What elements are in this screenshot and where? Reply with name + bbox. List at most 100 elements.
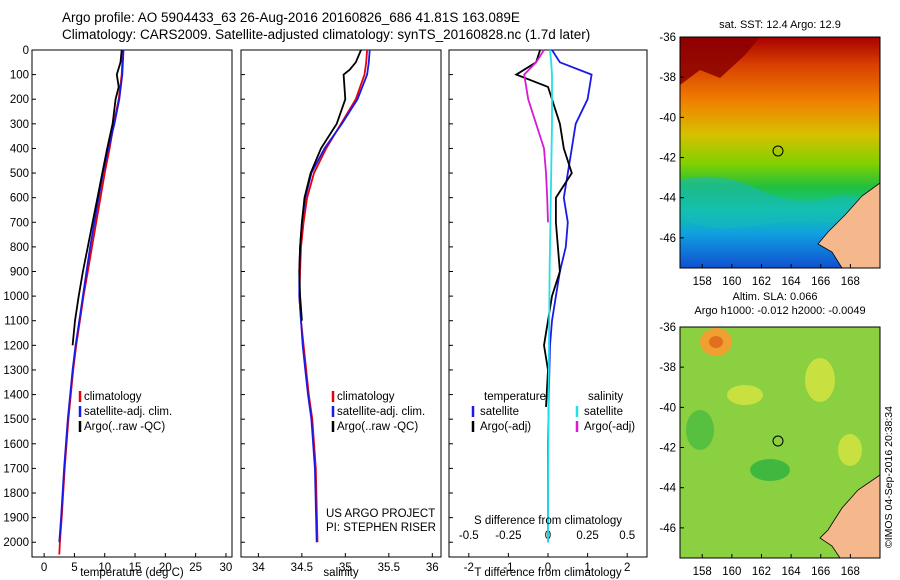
x-tick-label: 35 <box>339 562 352 574</box>
depth-tick-label: 1700 <box>3 463 29 475</box>
chart-title-line2: Climatology: CARS2009. Satellite-adjuste… <box>62 27 591 42</box>
sla-blob-3 <box>750 459 790 481</box>
series-line-argo-adj- <box>514 49 573 407</box>
legend-entry: Argo(..raw -QC) <box>337 421 418 433</box>
x-tick-label: 34.5 <box>291 562 313 574</box>
temperature-panel: 0 5 10 15 20 25 30 temperature (deg C) climatolo… <box>41 49 233 579</box>
x-tick-label: 5 <box>71 562 77 574</box>
legend-entry: climatology <box>337 391 395 403</box>
sla-map-frame <box>679 326 881 559</box>
argo-location-marker-sst <box>772 145 784 157</box>
depth-tick-label: 1500 <box>3 414 29 426</box>
map-y-tick-label: -40 <box>659 112 676 124</box>
depth-tick-label: 1000 <box>3 291 29 303</box>
x-tick-label: 30 <box>220 562 233 574</box>
map-x-tick-label: 160 <box>722 566 741 578</box>
salinity-panel: 34 34.5 35 35.5 36 salinity climatology satelli… <box>252 49 439 579</box>
depth-tick-label: 300 <box>10 119 29 131</box>
sst-map-title: sat. SST: 12.4 Argo: 12.9 <box>719 19 841 31</box>
map-y-tick-label: -40 <box>659 402 676 414</box>
map-x-tick-label: 158 <box>693 276 712 288</box>
top-x-tick-label: -0.5 <box>459 530 479 542</box>
legend-entry: satellite <box>584 406 623 418</box>
x-axis-label: temperature (deg C) <box>80 567 184 579</box>
x-tick-label: 36 <box>426 562 439 574</box>
cool-band <box>680 176 880 230</box>
chart-title-line1: Argo profile: AO 5904433_63 26-Aug-2016 … <box>62 10 520 25</box>
x-tick-label: 10 <box>98 562 111 574</box>
x-tick-label: 0 <box>545 562 551 574</box>
x-tick-label: 0 <box>41 562 47 574</box>
legend-entry: Argo(..raw -QC) <box>84 421 165 433</box>
legend-heading: salinity <box>588 391 623 403</box>
legend-entry: climatology <box>84 391 142 403</box>
map-x-tick-label: 166 <box>811 566 830 578</box>
sla-map-axes: 158 160 162 164 166 168 -36 -38 -40 -42 -44 -46 <box>659 322 860 578</box>
sst-map-axes: 158 160 162 164 166 168 -36 -38 -40 -42 -44 -46 <box>659 32 860 288</box>
map-x-tick-label: 160 <box>722 276 741 288</box>
depth-tick-label: 800 <box>10 242 29 254</box>
map-x-tick-label: 168 <box>841 566 860 578</box>
depth-tick-label: 100 <box>10 70 29 82</box>
x-tick-label: 34 <box>252 562 265 574</box>
top-x-tick-label: 0.25 <box>576 530 598 542</box>
argo-location-marker-sla <box>772 435 784 447</box>
map-x-tick-label: 164 <box>782 276 802 288</box>
x-tick-label: -2 <box>464 562 474 574</box>
depth-tick-label: 900 <box>10 267 29 279</box>
depth-tick-label: 700 <box>10 217 29 229</box>
series-line-satellite-adj-clim- <box>58 49 125 543</box>
map-x-tick-label: 162 <box>752 276 771 288</box>
series-line-satellite-adj-clim- <box>298 49 371 543</box>
s-difference-title: S difference from climatology <box>474 515 622 527</box>
x-tick-label: 35.5 <box>378 562 400 574</box>
map-y-tick-label: -36 <box>659 322 676 334</box>
sla-high-core <box>709 336 723 348</box>
series-line-satellite <box>547 49 553 543</box>
depth-tick-label: 600 <box>10 193 29 205</box>
legend-entry: Argo(-adj) <box>584 421 635 433</box>
map-y-tick-label: -42 <box>659 153 676 165</box>
x-axis-label: T difference from climatology <box>474 567 621 579</box>
depth-tick-label: 0 <box>23 45 29 57</box>
depth-tick-label: 2000 <box>3 537 29 549</box>
x-axis-label: salinity <box>323 567 358 579</box>
depth-tick-label: 1300 <box>3 365 29 377</box>
temperature-panel-frame <box>31 49 233 558</box>
series-line-climatology <box>298 49 368 543</box>
sla-map-subtitle: Argo h1000: -0.012 h2000: -0.0049 <box>694 305 865 317</box>
map-x-tick-label: 162 <box>752 566 771 578</box>
warm-core <box>680 37 760 85</box>
depth-tick-label: 1800 <box>3 488 29 500</box>
legend-entry: Argo(-adj) <box>480 421 531 433</box>
map-x-tick-label: 158 <box>693 566 712 578</box>
map-y-tick-label: -46 <box>659 233 676 245</box>
salinity-panel-frame <box>240 49 442 558</box>
legend-entry: satellite-adj. clim. <box>337 406 425 418</box>
sst-map-frame <box>679 36 881 269</box>
x-tick-label: 25 <box>189 562 202 574</box>
depth-tick-label: 1600 <box>3 439 29 451</box>
map-x-tick-label: 166 <box>811 276 830 288</box>
top-x-tick-label: -0.25 <box>495 530 521 542</box>
top-x-tick-label: 0.5 <box>619 530 635 542</box>
sla-blob-5 <box>838 434 862 466</box>
legend-entry: satellite-adj. clim. <box>84 406 172 418</box>
depth-axis: 0 100 200 300 400 500 600 700 800 900 1000 1100 1200… <box>3 45 453 549</box>
legend-heading: temperature <box>484 391 546 403</box>
difference-panel: -2 -1 0 1 2T difference from climatology -0.5… <box>459 49 635 579</box>
x-tick-label: -1 <box>503 562 513 574</box>
depth-tick-label: 1900 <box>3 513 29 525</box>
map-y-tick-label: -46 <box>659 523 676 535</box>
x-tick-label: 2 <box>624 562 630 574</box>
pi-label: PI: STEPHEN RISER <box>326 522 436 534</box>
map-y-tick-label: -38 <box>659 72 676 84</box>
south-island-land-sla <box>819 474 880 558</box>
map-x-tick-label: 164 <box>782 566 802 578</box>
sla-blob-4 <box>686 410 714 450</box>
series-line-argo-raw-qc- <box>71 49 123 346</box>
depth-tick-label: 1400 <box>3 390 29 402</box>
legend-entry: satellite <box>480 406 519 418</box>
map-x-tick-label: 168 <box>841 276 860 288</box>
depth-tick-label: 500 <box>10 168 29 180</box>
